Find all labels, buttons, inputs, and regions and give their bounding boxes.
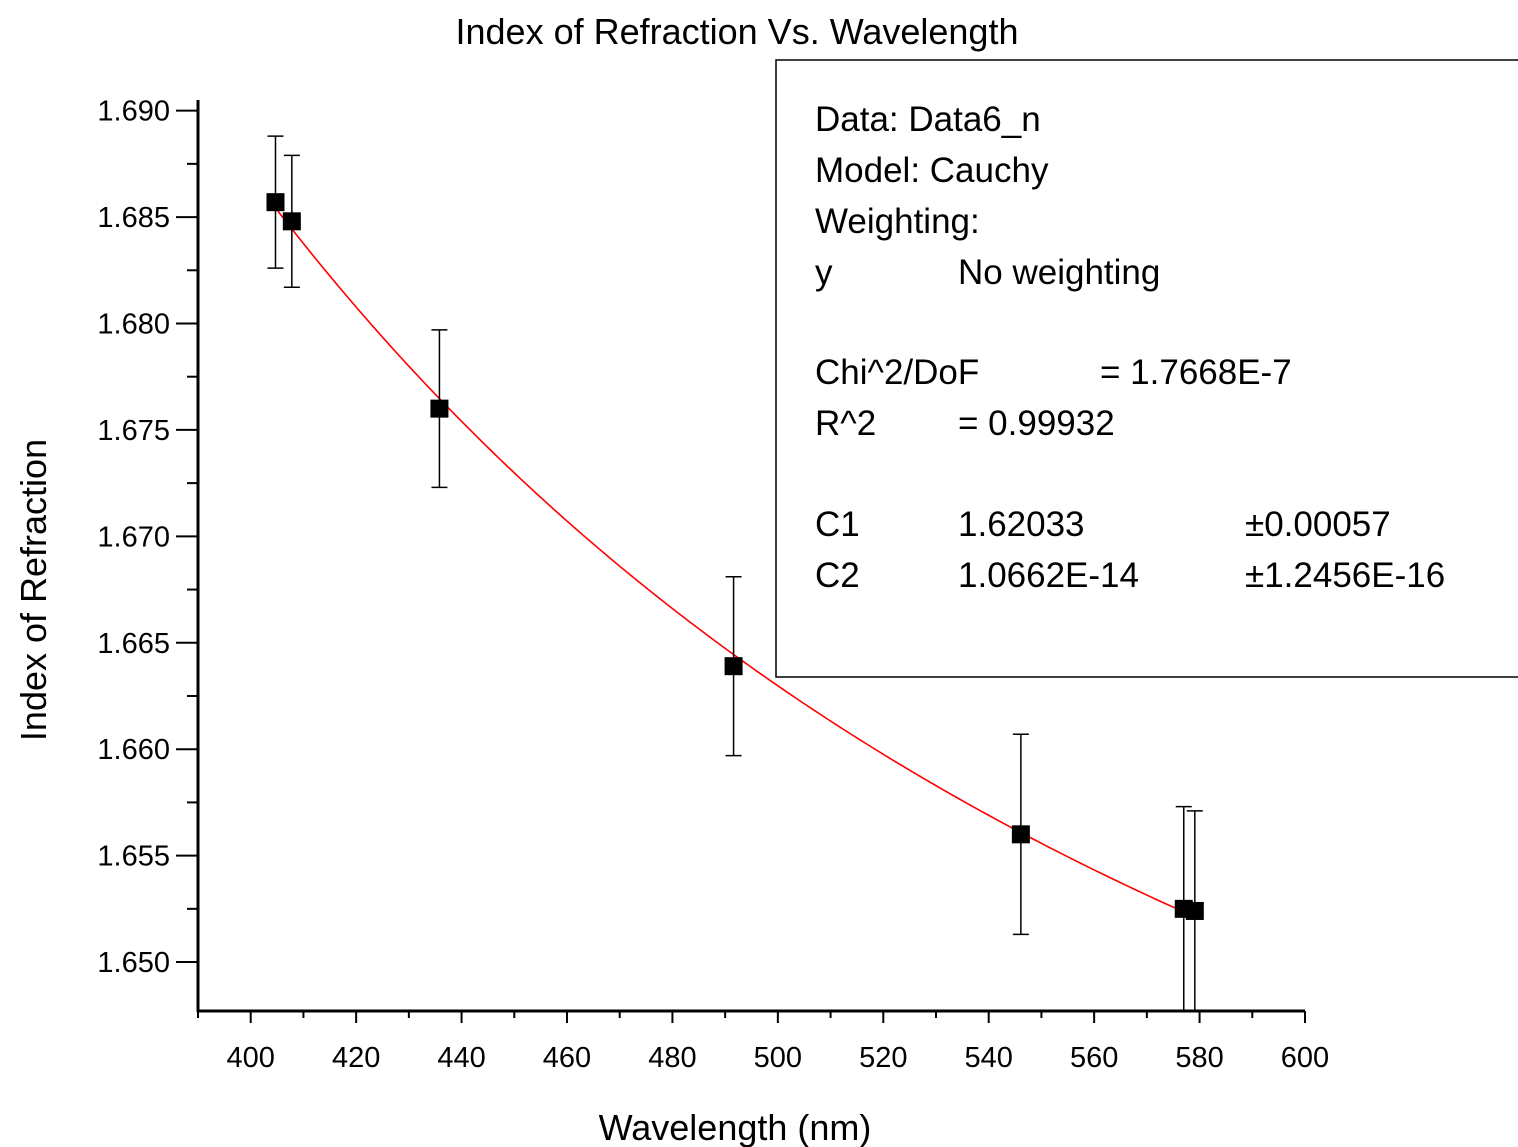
data-marker (724, 657, 743, 676)
fit-weight-value: No weighting (958, 253, 1160, 292)
fit-r2-value: = 0.99932 (958, 404, 1115, 443)
data-point (1011, 733, 1030, 936)
x-tick-label: 560 (1070, 1042, 1118, 1074)
data-marker (266, 193, 285, 212)
y-tick-label: 1.675 (97, 415, 170, 447)
axes (196, 100, 1305, 1013)
y-tick-label: 1.665 (97, 628, 170, 660)
fit-param-name: C1 (815, 505, 860, 544)
data-point (266, 135, 285, 269)
data-marker (282, 212, 301, 231)
x-axis-label: Wavelength (nm) (599, 1107, 872, 1147)
data-point (430, 329, 449, 489)
fit-chi-label: Chi^2/DoF (815, 353, 979, 392)
y-tick-label: 1.690 (97, 96, 170, 128)
fit-param-error: ±0.00057 (1245, 505, 1391, 544)
fit-curve-line (276, 209, 1195, 918)
fit-weight-var: y (815, 253, 833, 292)
x-tick-label: 400 (227, 1042, 275, 1074)
fit-r2-label: R^2 (815, 404, 876, 443)
fit-chi-value: = 1.7668E-7 (1100, 353, 1292, 392)
data-point (282, 154, 301, 289)
x-tick-label: 500 (754, 1042, 802, 1074)
x-tick-label: 540 (965, 1042, 1013, 1074)
y-tick-label: 1.685 (97, 202, 170, 234)
x-tick-label: 420 (332, 1042, 380, 1074)
y-tick-label: 1.670 (97, 521, 170, 553)
fit-results-box: Data: Data6_n Model: Cauchy Weighting: y… (775, 59, 1518, 678)
fit-param-name: C2 (815, 556, 860, 595)
x-tick-label: 580 (1175, 1042, 1223, 1074)
y-tick-label: 1.660 (97, 734, 170, 766)
y-tick-label: 1.650 (97, 947, 170, 979)
data-points (266, 135, 1204, 1012)
y-ticks: 1.650 1.655 1.660 1.665 1.670 1.675 1.680 1.685… (97, 96, 198, 979)
x-ticks: 400 420 440 460 480 500 520 540 560 580 600 (197, 1011, 1329, 1074)
fit-model-line: Model: Cauchy (815, 151, 1049, 190)
x-tick-label: 440 (437, 1042, 485, 1074)
x-tick-label: 520 (859, 1042, 907, 1074)
fit-param-value: 1.62033 (958, 505, 1085, 544)
y-tick-label: 1.655 (97, 841, 170, 873)
fit-param-value: 1.0662E-14 (958, 556, 1139, 595)
fit-results-frame (775, 59, 1518, 678)
data-marker (430, 399, 449, 418)
fit-param-error: ±1.2456E-16 (1245, 556, 1445, 595)
fit-data-line: Data: Data6_n (815, 100, 1041, 139)
data-point (1185, 810, 1204, 1012)
data-point (724, 576, 743, 757)
fit-weighting-line: Weighting: (815, 202, 980, 241)
y-tick-label: 1.680 (97, 308, 170, 340)
x-tick-label: 480 (648, 1042, 696, 1074)
chart-title: Index of Refraction Vs. Wavelength (456, 11, 1019, 52)
data-marker (1011, 825, 1030, 844)
x-tick-label: 600 (1281, 1042, 1329, 1074)
x-tick-label: 460 (543, 1042, 591, 1074)
data-marker (1185, 901, 1204, 920)
y-axis-label: Index of Refraction (13, 439, 54, 741)
